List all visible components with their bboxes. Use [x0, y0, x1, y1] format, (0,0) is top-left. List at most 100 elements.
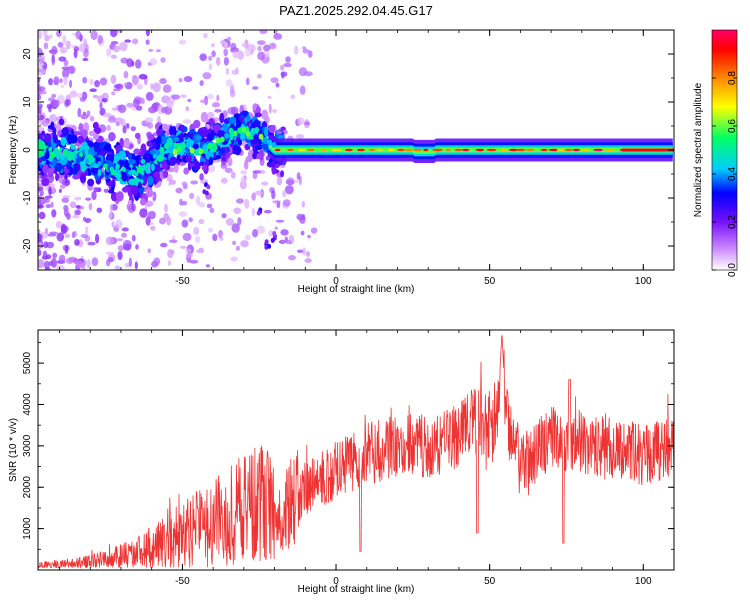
spectrogram-noise-cell [44, 266, 51, 270]
spectrogram-noise-cell [251, 207, 256, 217]
spectrogram-noise-cell [230, 106, 239, 116]
spectrogram-noise-cell [38, 30, 43, 40]
spectrogram-cell [80, 162, 87, 173]
spectrogram-noise-cell [38, 94, 42, 101]
spectrogram-cell [206, 184, 211, 190]
spectrogram-noise-cell [267, 95, 272, 99]
spectrogram-noise-cell [48, 114, 58, 124]
spectrogram-noise-cell [288, 254, 296, 261]
spectrogram-noise-cell [181, 181, 188, 187]
spectrogram-cell [90, 165, 99, 175]
spectrogram-cell [104, 142, 112, 152]
spectrogram-noise-cell [208, 63, 213, 71]
spectrogram-noise-cell [300, 230, 305, 236]
spectrogram-noise-cell [293, 45, 299, 55]
y-tick-label: 1000 [22, 517, 33, 540]
spectrogram-noise-cell [272, 200, 281, 204]
spectrogram-cell [202, 189, 207, 195]
spectrogram-noise-cell [59, 46, 68, 54]
spectrogram-noise-cell [195, 249, 203, 253]
spectrogram-cell [229, 116, 237, 126]
spectrogram-noise-cell [103, 112, 112, 118]
spectrogram-noise-cell [74, 196, 82, 201]
spectrogram-noise-cell [80, 114, 89, 120]
spectrogram-cell [256, 210, 261, 216]
spectrogram-cell [181, 143, 187, 150]
spectrogram-noise-cell [280, 64, 285, 71]
spectrogram-noise-cell [115, 219, 123, 229]
spectrogram-noise-cell [216, 94, 220, 102]
spectrogram-cell [111, 178, 116, 189]
spectrogram-core-cell [454, 148, 463, 152]
spectrogram-cell [210, 130, 215, 140]
spectrogram-core-cell [321, 148, 327, 152]
spectrogram-cell [241, 126, 247, 133]
spectrogram-core-cell [397, 148, 405, 152]
spectrogram-noise-cell [166, 173, 173, 182]
spectrogram-cell [86, 154, 94, 160]
spectrogram-cell [199, 173, 204, 181]
spectrogram-noise-cell [62, 68, 70, 79]
spectrogram-noise-cell [232, 240, 237, 246]
spectrogram-core-cell [412, 148, 423, 152]
y-tick-label: 0 [22, 147, 33, 153]
y-tick-label: -20 [22, 238, 33, 253]
spectrogram-noise-cell [194, 235, 201, 244]
spectrogram-noise-cell [87, 241, 96, 246]
spectrogram-noise-cell [241, 42, 248, 48]
spectrogram-noise-cell [285, 239, 292, 245]
x-tick-label: 0 [333, 576, 339, 587]
spectrogram-cell [94, 145, 99, 153]
spectrogram-noise-cell [302, 247, 306, 256]
spectrogram-cell [271, 141, 277, 148]
spectrogram-core-cell [499, 148, 510, 152]
spectrogram-noise-cell [47, 233, 57, 237]
spectrogram-noise-cell [245, 77, 250, 86]
spectrogram-noise-cell [41, 119, 50, 127]
spectrogram-noise-cell [280, 71, 288, 77]
spectrogram-cell [66, 151, 71, 157]
colorbar-ticks: 0.0 0.2 0.4 0.6 0.8 [712, 71, 738, 277]
spectrogram-noise-cell [101, 98, 108, 103]
spectrogram-noise-cell [256, 74, 262, 79]
spectrogram-noise-cell [123, 70, 129, 79]
spectrogram-noise-cell [41, 68, 47, 76]
chart-title: PAZ1.2025.292.04.45.G17 [279, 3, 433, 18]
spectrogram-noise-cell [302, 48, 309, 54]
spectrogram-noise-cell [254, 190, 264, 196]
spectrogram-noise-cell [65, 40, 71, 50]
spectrogram-cell [88, 130, 96, 137]
x-tick-label: 50 [484, 276, 496, 287]
spectrogram-noise-cell [230, 256, 238, 262]
spectrogram-cell [109, 166, 114, 172]
spectrogram-noise-cell [179, 245, 187, 249]
spectrogram-cell [147, 133, 155, 141]
spectrogram-cell [159, 151, 165, 158]
spectrogram-noise-cell [257, 51, 265, 61]
spectrogram-noise-cell [52, 252, 58, 259]
spectrogram-noise-cell [166, 99, 174, 109]
spectrogram-noise-cell [232, 51, 238, 59]
spectrogram-cell [162, 169, 169, 179]
spectrogram-cell [240, 110, 249, 116]
spectrogram-noise-cell [103, 188, 109, 193]
spectrogram-noise-cell [108, 212, 113, 219]
x-tick-label: -50 [175, 276, 190, 287]
spectrogram-noise-cell [38, 77, 41, 83]
spectrogram-noise-cell [58, 56, 67, 62]
spectrogram-core-cell [540, 148, 548, 152]
spectrogram-cell [70, 144, 76, 150]
spectrogram-cell [59, 184, 66, 189]
spectrogram-noise-cell [84, 217, 92, 223]
spectrogram-noise-cell [202, 32, 208, 39]
spectrogram-noise-cell [43, 42, 49, 50]
spectrogram-cell [79, 129, 88, 137]
spectrogram-noise-cell [111, 91, 116, 96]
snr-panel: -50 0 50 100 1000 2000 3000 4000 5000 Height of… [8, 329, 675, 595]
spectrogram-noise-cell [237, 217, 242, 226]
spectrogram-noise-cell [38, 90, 47, 95]
spectrogram-cell [79, 151, 84, 157]
spectrogram-noise-cell [155, 49, 161, 53]
spectrogram-noise-cell [64, 233, 71, 238]
spectrogram-noise-cell [67, 65, 76, 75]
